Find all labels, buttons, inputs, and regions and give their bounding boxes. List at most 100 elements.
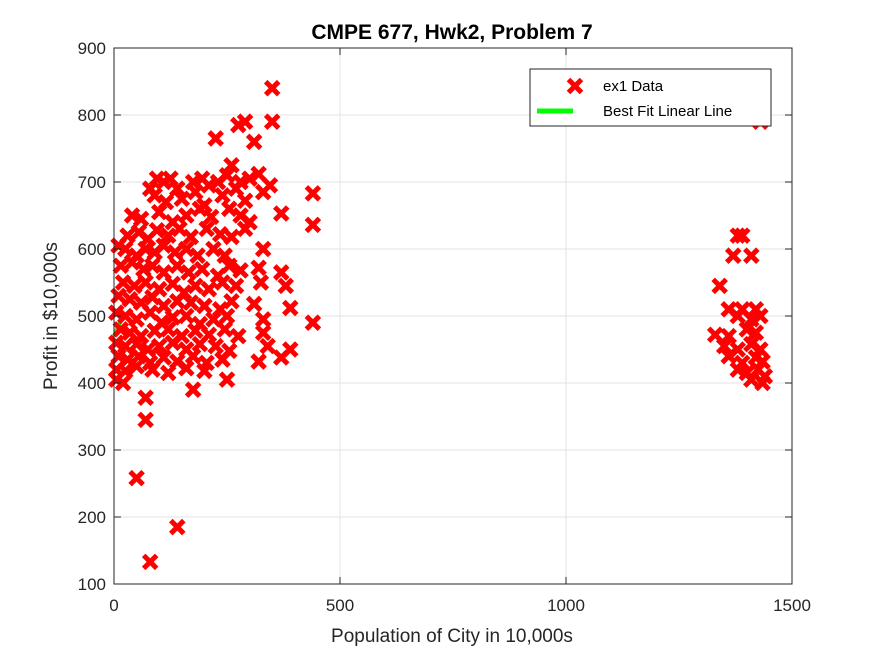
legend-marker-data (566, 77, 584, 95)
ticks: 0 500 1000 1500 100 200 300 400 500 600 700 800 900 (78, 39, 811, 615)
data-point (250, 259, 267, 277)
data-point (245, 295, 263, 313)
data-point (743, 247, 760, 264)
data-point (173, 190, 191, 208)
data-point (720, 347, 737, 365)
data-marks (107, 79, 774, 571)
data-point (729, 307, 747, 325)
data-point (743, 335, 760, 353)
data-point (178, 307, 195, 325)
data-point (193, 260, 211, 278)
data-point (207, 337, 224, 355)
data-point (164, 334, 182, 352)
y-axis-label: Profit in $10,000s (41, 242, 62, 390)
data-point (236, 220, 254, 238)
data-point (254, 311, 272, 328)
data-point (754, 374, 771, 392)
y-tick-label: 100 (78, 575, 106, 594)
y-tick-label: 300 (78, 441, 106, 460)
data-point (252, 274, 270, 291)
data-point (304, 216, 322, 234)
data-point (187, 277, 204, 295)
data-point (218, 371, 236, 388)
data-point (159, 227, 177, 244)
x-tick-label: 500 (326, 596, 354, 615)
data-point (304, 185, 322, 202)
legend: ex1 Data Best Fit Linear Line (529, 68, 772, 127)
data-point (227, 277, 245, 295)
data-point (117, 240, 134, 258)
data-point (202, 208, 220, 226)
data-point (223, 156, 240, 174)
data-point (747, 324, 765, 342)
x-tick-label: 1500 (773, 596, 811, 615)
data-point (282, 299, 299, 317)
data-point (711, 277, 728, 295)
data-point (236, 192, 254, 210)
data-point (128, 469, 145, 487)
data-point (128, 335, 145, 353)
data-point (724, 247, 742, 264)
data-point (146, 187, 163, 204)
data-point (137, 274, 154, 291)
data-point (144, 361, 161, 378)
x-axis-label: Population of City in 10,000s (331, 626, 573, 647)
data-point (121, 290, 139, 308)
data-point (191, 335, 209, 353)
y-tick-label: 800 (78, 106, 106, 125)
data-point (196, 297, 213, 315)
y-tick-label: 700 (78, 173, 106, 192)
data-point (148, 221, 166, 239)
data-point (141, 553, 159, 571)
chart-title: CMPE 677, Hwk2, Problem 7 (311, 21, 592, 44)
y-tick-label: 500 (78, 307, 106, 326)
data-point (121, 324, 139, 342)
data-point (184, 347, 202, 365)
data-point (218, 167, 236, 184)
data-point (207, 130, 224, 147)
data-point (734, 227, 751, 244)
data-point (272, 264, 290, 281)
data-point (223, 228, 240, 246)
data-point (184, 381, 202, 398)
data-point (216, 247, 234, 264)
data-point (232, 262, 249, 279)
data-point (123, 254, 141, 271)
data-point (720, 327, 737, 345)
data-point (169, 292, 186, 310)
data-point (214, 351, 231, 368)
data-point (178, 207, 195, 224)
data-point (178, 359, 195, 377)
data-point (182, 228, 200, 246)
data-point (254, 183, 272, 201)
data-point (272, 349, 290, 366)
data-point (729, 227, 747, 244)
data-point (272, 205, 290, 222)
data-point (263, 79, 281, 97)
data-point (178, 240, 195, 258)
data-point (117, 307, 134, 325)
data-point (263, 113, 281, 130)
data-point (214, 187, 231, 204)
data-point (214, 274, 231, 291)
legend-label-data: ex1 Data (603, 78, 664, 95)
data-point (200, 280, 218, 298)
data-point (743, 371, 760, 388)
data-point (164, 309, 182, 326)
data-point (150, 203, 168, 221)
data-point (218, 307, 236, 325)
data-point (211, 225, 229, 243)
data-point (128, 311, 145, 328)
data-point (245, 133, 263, 151)
data-point (169, 257, 186, 275)
data-point (304, 314, 322, 331)
data-point (259, 337, 276, 355)
data-point (159, 364, 177, 382)
data-point (114, 374, 132, 392)
data-point (241, 170, 258, 187)
y-tick-label: 900 (78, 39, 106, 58)
x-tick-label: 1000 (547, 596, 585, 615)
data-point (752, 307, 769, 325)
data-point (189, 247, 206, 264)
